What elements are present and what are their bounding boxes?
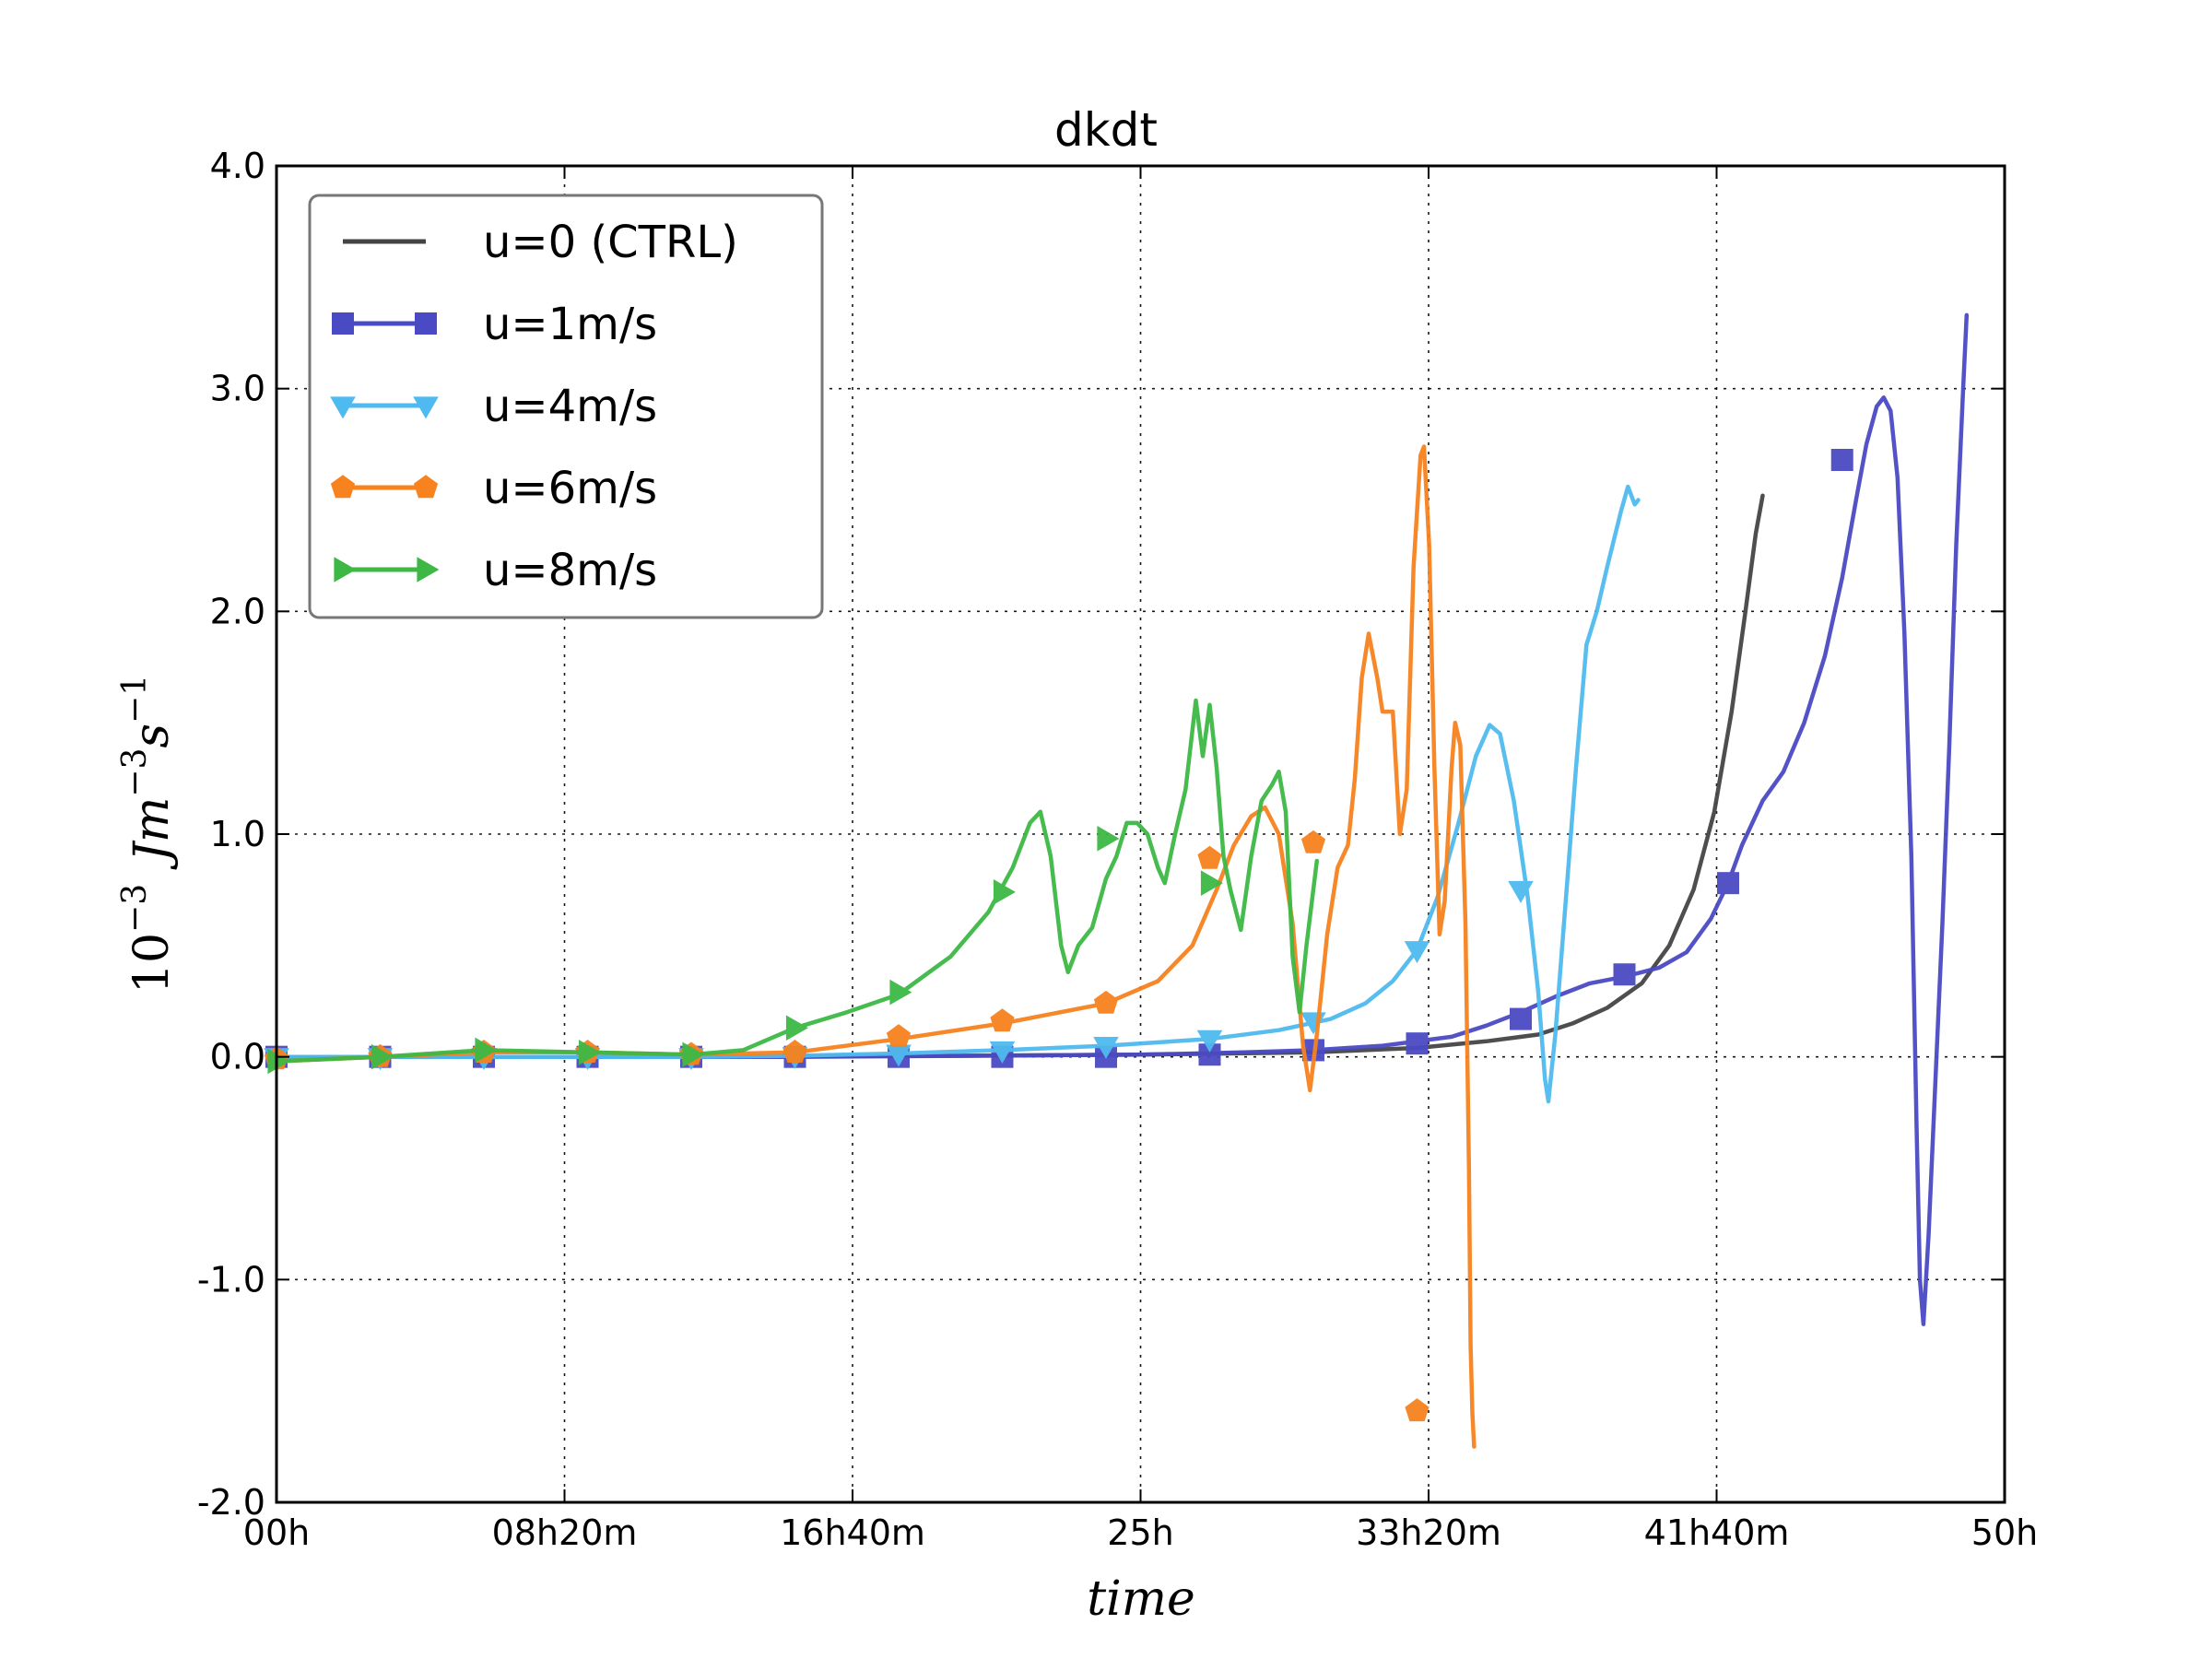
data-point-1	[1830, 449, 1853, 471]
y-label-exp3: −1	[116, 675, 154, 724]
data-point-2	[1093, 1036, 1119, 1059]
y-label-exp2: −3	[116, 748, 154, 797]
series-line-3	[274, 444, 1477, 1449]
data-point-1	[1510, 1007, 1532, 1030]
data-point-3	[990, 1008, 1015, 1032]
data-point-4	[785, 1015, 808, 1041]
data-point-3	[1405, 1398, 1430, 1422]
data-point-1	[1613, 963, 1636, 986]
data-point-1	[1717, 872, 1739, 895]
legend-marker-3	[330, 475, 356, 499]
data-point-3	[886, 1024, 912, 1048]
legend-label-0: u=0 (CTRL)	[483, 217, 738, 268]
x-tick-label: 00h	[243, 1512, 310, 1553]
series-line-4	[274, 698, 1320, 1064]
data-point-2	[1196, 1030, 1223, 1053]
y-tick-label: 1.0	[210, 814, 265, 854]
y-tick-label: 3.0	[210, 369, 265, 409]
data-point-4	[993, 879, 1016, 905]
data-point-2	[886, 1044, 912, 1067]
legend-marker-4	[334, 557, 357, 582]
y-tick-label: -1.0	[197, 1259, 265, 1300]
legend-marker-2	[330, 396, 356, 419]
data-point-4	[1200, 870, 1223, 896]
y-label-base: 10	[124, 933, 180, 994]
data-point-2	[989, 1041, 1016, 1064]
data-point-4	[578, 1040, 601, 1065]
series-4	[267, 698, 1320, 1075]
x-tick-label: 08h20m	[492, 1512, 638, 1553]
data-point-3	[1300, 830, 1326, 853]
series-line-2	[274, 484, 1641, 1104]
legend-box	[308, 194, 824, 619]
data-point-1	[1406, 1032, 1429, 1055]
y-axis-label: 10−3Jm−3s−1	[116, 675, 180, 994]
data-point-4	[371, 1043, 394, 1070]
data-point-4	[1097, 826, 1120, 852]
legend-label-2: u=4m/s	[483, 381, 657, 432]
data-point-4	[889, 979, 912, 1006]
y-label-s: s	[124, 724, 180, 748]
legend: u=0 (CTRL) u=1m/s u=4m/s u=6m/s u=8m/s	[308, 194, 824, 619]
y-tick-label: 2.0	[210, 591, 265, 631]
legend-marker-1	[415, 312, 437, 335]
x-tick-label: 33h20m	[1356, 1512, 1501, 1553]
legend-marker-1	[332, 312, 354, 335]
y-label-exp1: −3	[116, 884, 154, 933]
data-point-3	[1093, 990, 1119, 1014]
legend-label-4: u=8m/s	[483, 545, 657, 596]
legend-marker-4	[417, 557, 440, 582]
x-tick-label: 41h40m	[1644, 1512, 1790, 1553]
x-tick-label: 25h	[1107, 1512, 1173, 1553]
y-label-mid: Jm	[124, 797, 180, 870]
data-point-3	[782, 1040, 807, 1063]
legend-label-1: u=1m/s	[483, 299, 657, 350]
data-point-4	[682, 1041, 705, 1068]
chart-title: dkdt	[1054, 103, 1158, 157]
data-point-2	[1404, 941, 1430, 964]
y-tick-label: 4.0	[210, 146, 265, 186]
data-point-4	[267, 1048, 290, 1075]
x-tick-label: 16h40m	[780, 1512, 925, 1553]
legend-marker-2	[413, 396, 439, 419]
legend-label-3: u=6m/s	[483, 463, 657, 514]
legend-marker-3	[413, 475, 439, 499]
axis-ticks: 00h 08h20m 16h40m 25h 33h20m 41h40m 50h -2.0 -1.…	[197, 146, 2038, 1553]
x-axis-label: time	[1087, 1571, 1195, 1627]
y-tick-label: 0.0	[210, 1037, 265, 1077]
y-tick-label: -2.0	[197, 1482, 265, 1523]
x-tick-label: 50h	[1971, 1512, 2038, 1553]
data-point-4	[475, 1037, 498, 1064]
data-point-2	[1508, 880, 1534, 903]
data-point-3	[1197, 845, 1222, 869]
